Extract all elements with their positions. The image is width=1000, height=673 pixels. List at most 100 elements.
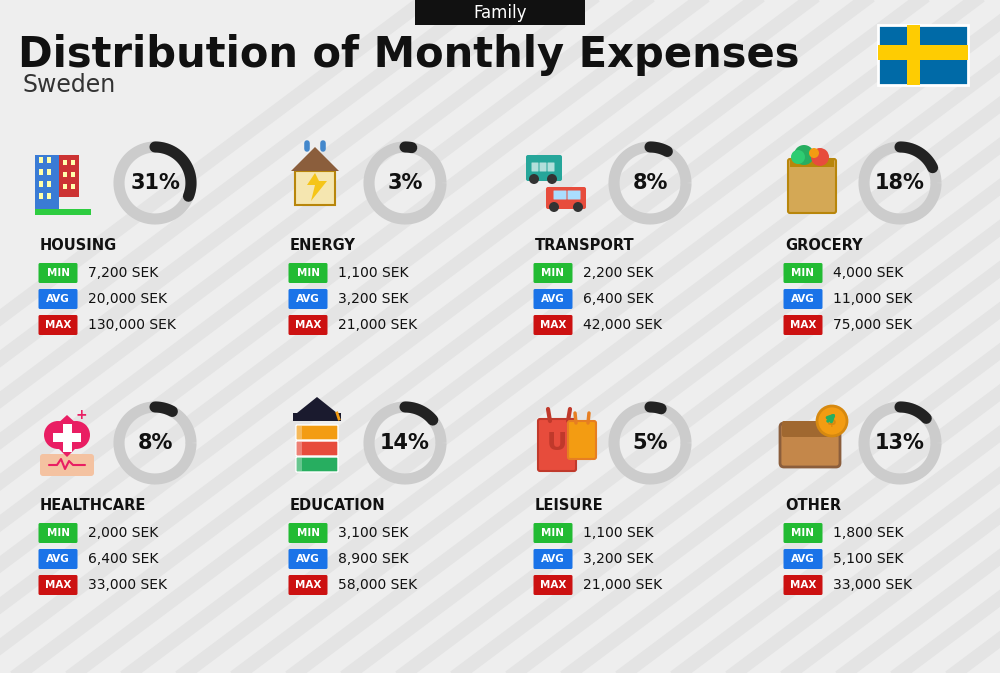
FancyBboxPatch shape: [297, 426, 302, 439]
FancyBboxPatch shape: [35, 155, 59, 209]
Text: HOUSING: HOUSING: [40, 238, 117, 252]
FancyBboxPatch shape: [784, 263, 822, 283]
Text: AVG: AVG: [541, 294, 565, 304]
Text: 8%: 8%: [632, 173, 668, 193]
FancyBboxPatch shape: [568, 421, 596, 459]
FancyBboxPatch shape: [38, 315, 78, 335]
Polygon shape: [297, 397, 337, 413]
Text: MAX: MAX: [295, 580, 321, 590]
FancyBboxPatch shape: [534, 263, 572, 283]
FancyBboxPatch shape: [38, 263, 78, 283]
Text: 5,100 SEK: 5,100 SEK: [833, 552, 903, 566]
FancyBboxPatch shape: [554, 190, 566, 199]
FancyBboxPatch shape: [540, 162, 546, 172]
Text: 1,800 SEK: 1,800 SEK: [833, 526, 904, 540]
FancyBboxPatch shape: [53, 433, 81, 442]
Text: MIN: MIN: [296, 528, 320, 538]
Text: 33,000 SEK: 33,000 SEK: [833, 578, 912, 592]
FancyBboxPatch shape: [71, 172, 75, 177]
Circle shape: [549, 202, 559, 212]
Text: 7,200 SEK: 7,200 SEK: [88, 266, 158, 280]
FancyBboxPatch shape: [297, 442, 302, 455]
Text: 8,900 SEK: 8,900 SEK: [338, 552, 409, 566]
Text: 1,100 SEK: 1,100 SEK: [338, 266, 409, 280]
Text: 21,000 SEK: 21,000 SEK: [338, 318, 417, 332]
FancyBboxPatch shape: [534, 549, 572, 569]
Text: 8%: 8%: [137, 433, 173, 453]
FancyBboxPatch shape: [415, 0, 585, 25]
FancyBboxPatch shape: [296, 457, 338, 472]
FancyBboxPatch shape: [534, 575, 572, 595]
FancyBboxPatch shape: [63, 160, 67, 165]
FancyBboxPatch shape: [39, 181, 43, 187]
Text: HEALTHCARE: HEALTHCARE: [40, 497, 146, 513]
Text: MIN: MIN: [542, 268, 564, 278]
Text: 1,100 SEK: 1,100 SEK: [583, 526, 654, 540]
Text: AVG: AVG: [541, 554, 565, 564]
Text: 130,000 SEK: 130,000 SEK: [88, 318, 176, 332]
FancyBboxPatch shape: [878, 45, 968, 60]
FancyBboxPatch shape: [63, 172, 67, 177]
FancyBboxPatch shape: [47, 169, 51, 175]
Circle shape: [547, 174, 557, 184]
Text: 3,200 SEK: 3,200 SEK: [338, 292, 408, 306]
Text: OTHER: OTHER: [785, 497, 841, 513]
Circle shape: [573, 202, 583, 212]
Text: EDUCATION: EDUCATION: [290, 497, 386, 513]
FancyBboxPatch shape: [63, 184, 67, 189]
Polygon shape: [307, 173, 327, 201]
FancyBboxPatch shape: [784, 575, 822, 595]
Text: 33,000 SEK: 33,000 SEK: [88, 578, 167, 592]
Text: 3,100 SEK: 3,100 SEK: [338, 526, 408, 540]
Text: 21,000 SEK: 21,000 SEK: [583, 578, 662, 592]
FancyBboxPatch shape: [39, 193, 43, 199]
FancyBboxPatch shape: [784, 289, 822, 309]
Circle shape: [817, 406, 847, 436]
Text: MAX: MAX: [45, 580, 71, 590]
FancyBboxPatch shape: [296, 441, 338, 456]
Text: AVG: AVG: [296, 294, 320, 304]
Text: 18%: 18%: [875, 173, 925, 193]
Polygon shape: [291, 147, 339, 171]
FancyBboxPatch shape: [288, 575, 328, 595]
Text: Family: Family: [473, 3, 527, 22]
FancyBboxPatch shape: [47, 157, 51, 163]
FancyBboxPatch shape: [782, 421, 838, 437]
FancyBboxPatch shape: [295, 171, 335, 205]
Text: 20,000 SEK: 20,000 SEK: [88, 292, 167, 306]
Text: U: U: [547, 431, 567, 455]
Text: 3%: 3%: [387, 173, 423, 193]
Text: 4,000 SEK: 4,000 SEK: [833, 266, 903, 280]
Text: 58,000 SEK: 58,000 SEK: [338, 578, 417, 592]
FancyBboxPatch shape: [526, 155, 562, 181]
Text: 31%: 31%: [130, 173, 180, 193]
FancyBboxPatch shape: [63, 424, 72, 452]
Text: MAX: MAX: [790, 580, 816, 590]
Circle shape: [809, 148, 819, 158]
FancyBboxPatch shape: [784, 523, 822, 543]
FancyBboxPatch shape: [38, 575, 78, 595]
FancyBboxPatch shape: [288, 263, 328, 283]
FancyBboxPatch shape: [288, 289, 328, 309]
Text: MIN: MIN: [46, 528, 70, 538]
Text: Distribution of Monthly Expenses: Distribution of Monthly Expenses: [18, 34, 800, 76]
Text: $: $: [827, 414, 837, 428]
FancyBboxPatch shape: [38, 523, 78, 543]
FancyBboxPatch shape: [546, 187, 586, 209]
FancyBboxPatch shape: [71, 184, 75, 189]
FancyBboxPatch shape: [59, 155, 79, 197]
FancyBboxPatch shape: [39, 169, 43, 175]
Text: MAX: MAX: [540, 320, 566, 330]
Text: AVG: AVG: [791, 554, 815, 564]
Text: TRANSPORT: TRANSPORT: [535, 238, 635, 252]
FancyBboxPatch shape: [288, 523, 328, 543]
FancyBboxPatch shape: [47, 193, 51, 199]
Text: 42,000 SEK: 42,000 SEK: [583, 318, 662, 332]
FancyBboxPatch shape: [784, 549, 822, 569]
FancyBboxPatch shape: [288, 549, 328, 569]
FancyBboxPatch shape: [35, 209, 91, 215]
FancyBboxPatch shape: [40, 454, 94, 476]
Text: 2,200 SEK: 2,200 SEK: [583, 266, 653, 280]
FancyBboxPatch shape: [293, 413, 341, 421]
Text: MAX: MAX: [45, 320, 71, 330]
